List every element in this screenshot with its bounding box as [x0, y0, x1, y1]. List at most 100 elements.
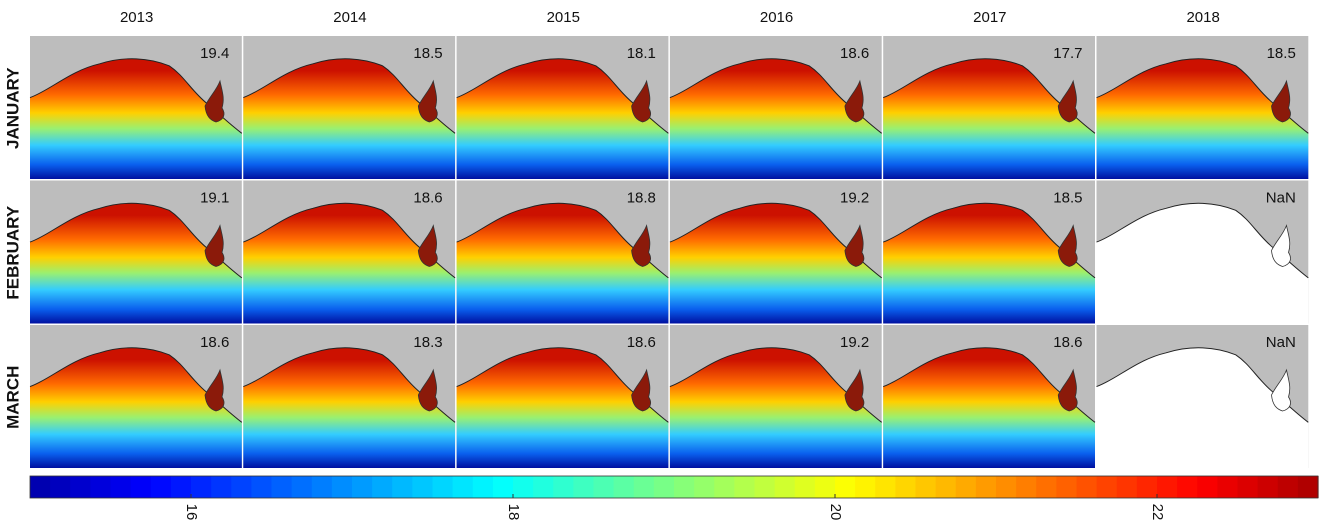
map-panel: 19.2 [669, 325, 883, 468]
panel-value: NaN [1266, 334, 1296, 351]
colorbar-segment [573, 476, 595, 498]
panel-grid: 2013 2014 2015 2016 2017 2018 JANUARY FEBRUARY M… [3, 9, 1309, 468]
colorbar-segment [191, 476, 212, 498]
row-label: FEBRUARY [3, 205, 22, 299]
colorbar-segment [452, 476, 474, 498]
colorbar-segment [533, 476, 554, 498]
colorbar-segment [794, 476, 816, 498]
gulf [1271, 79, 1291, 123]
colorbar-segment [1076, 476, 1098, 498]
gulf [631, 224, 651, 267]
colorbar-segment [472, 476, 494, 498]
colorbar-segment [955, 476, 977, 498]
colorbar-segment [553, 476, 574, 498]
colorbar-segment [855, 476, 876, 498]
colorbar-segment [1056, 476, 1078, 498]
gulf [417, 79, 438, 123]
gulf [1271, 224, 1291, 267]
panel-value: 18.6 [413, 189, 442, 206]
colorbar-segment [613, 476, 635, 498]
gulf [631, 79, 651, 123]
colorbar-segment [915, 476, 937, 498]
sea-temperature [883, 203, 1095, 324]
colorbar-segment [714, 476, 735, 498]
sea-temperature [456, 203, 669, 324]
colorbar-segment [1197, 476, 1218, 498]
map-panel: 19.2 [669, 180, 883, 324]
gulf [1057, 224, 1078, 267]
gulf [1057, 368, 1078, 412]
panel-value: 18.5 [413, 45, 442, 62]
colorbar-segment [1237, 476, 1259, 498]
column-label: 2015 [547, 9, 580, 26]
colorbar-segment [90, 476, 112, 498]
gulf [204, 79, 225, 123]
colorbar-segment [694, 476, 715, 498]
sea-temperature [1096, 58, 1309, 180]
panel-value: 19.1 [200, 189, 229, 206]
column-label: 2016 [760, 9, 793, 26]
map-panel: 17.7 [883, 36, 1096, 180]
map-panel: 19.1 [29, 180, 243, 324]
map-panel: 18.6 [883, 325, 1096, 468]
sea-temperature [669, 58, 882, 180]
map-panel: 18.5 [883, 180, 1096, 324]
colorbar-segment [633, 476, 655, 498]
colorbar-segment [754, 476, 776, 498]
panel-value: 18.6 [627, 334, 656, 351]
colorbar-segment [110, 476, 132, 498]
map-panel: 18.8 [456, 180, 669, 324]
colorbar-segment [392, 476, 413, 498]
panel-value: 18.8 [627, 189, 656, 206]
gulf [204, 368, 225, 412]
colorbar-tick-label: 16 [183, 504, 200, 521]
colorbar-segment [1036, 476, 1057, 498]
panel-value: 18.6 [200, 334, 229, 351]
panel-value: 18.5 [1053, 189, 1082, 206]
colorbar-segment [311, 476, 333, 498]
colorbar-segment [70, 476, 91, 498]
colorbar-segment [653, 476, 675, 498]
colorbar-segment [1136, 476, 1158, 498]
panel-value: 18.5 [1267, 45, 1296, 62]
panel-value: 19.2 [840, 189, 869, 206]
sea-temperature [1096, 347, 1309, 468]
colorbar-segment [352, 476, 373, 498]
colorbar-segment [492, 476, 514, 498]
colorbar-frame [29, 475, 1319, 499]
colorbar-segment [975, 476, 997, 498]
colorbar-segment [814, 476, 836, 498]
colorbar-segment [130, 476, 152, 498]
colorbar-segment [674, 476, 695, 498]
sea-temperature [669, 203, 882, 324]
colorbar-segment [331, 476, 353, 498]
colorbar-segment [1096, 476, 1118, 498]
sea-temperature [30, 347, 242, 468]
colorbar-tick-label: 22 [1149, 504, 1166, 521]
map-panel: 18.6 [456, 325, 669, 468]
map-panel: 18.6 [29, 325, 243, 468]
gulf [417, 224, 438, 267]
colorbar-segment [251, 476, 273, 498]
panel-value: 18.3 [413, 334, 442, 351]
colorbar-segment [835, 476, 856, 498]
gulf [844, 224, 865, 267]
sea-temperature [1096, 203, 1309, 324]
colorbar-segment [271, 476, 293, 498]
panel-value: 19.2 [840, 334, 869, 351]
colorbar-segment [935, 476, 957, 498]
gulf [631, 368, 651, 412]
colorbar-segment [774, 476, 796, 498]
map-panel: 19.4 [29, 36, 243, 180]
colorbar-segment [895, 476, 917, 498]
map-panel: 18.6 [243, 180, 456, 324]
panel-value: 19.4 [200, 45, 229, 62]
colorbar-segment [170, 476, 192, 498]
gulf [844, 368, 865, 412]
gulf [1057, 79, 1078, 123]
colorbar-segment [1116, 476, 1138, 498]
panel-value: 18.6 [1053, 334, 1082, 351]
colorbar-segment [1257, 476, 1279, 498]
map-panel: 18.3 [243, 325, 456, 468]
colorbar-segment [231, 476, 252, 498]
